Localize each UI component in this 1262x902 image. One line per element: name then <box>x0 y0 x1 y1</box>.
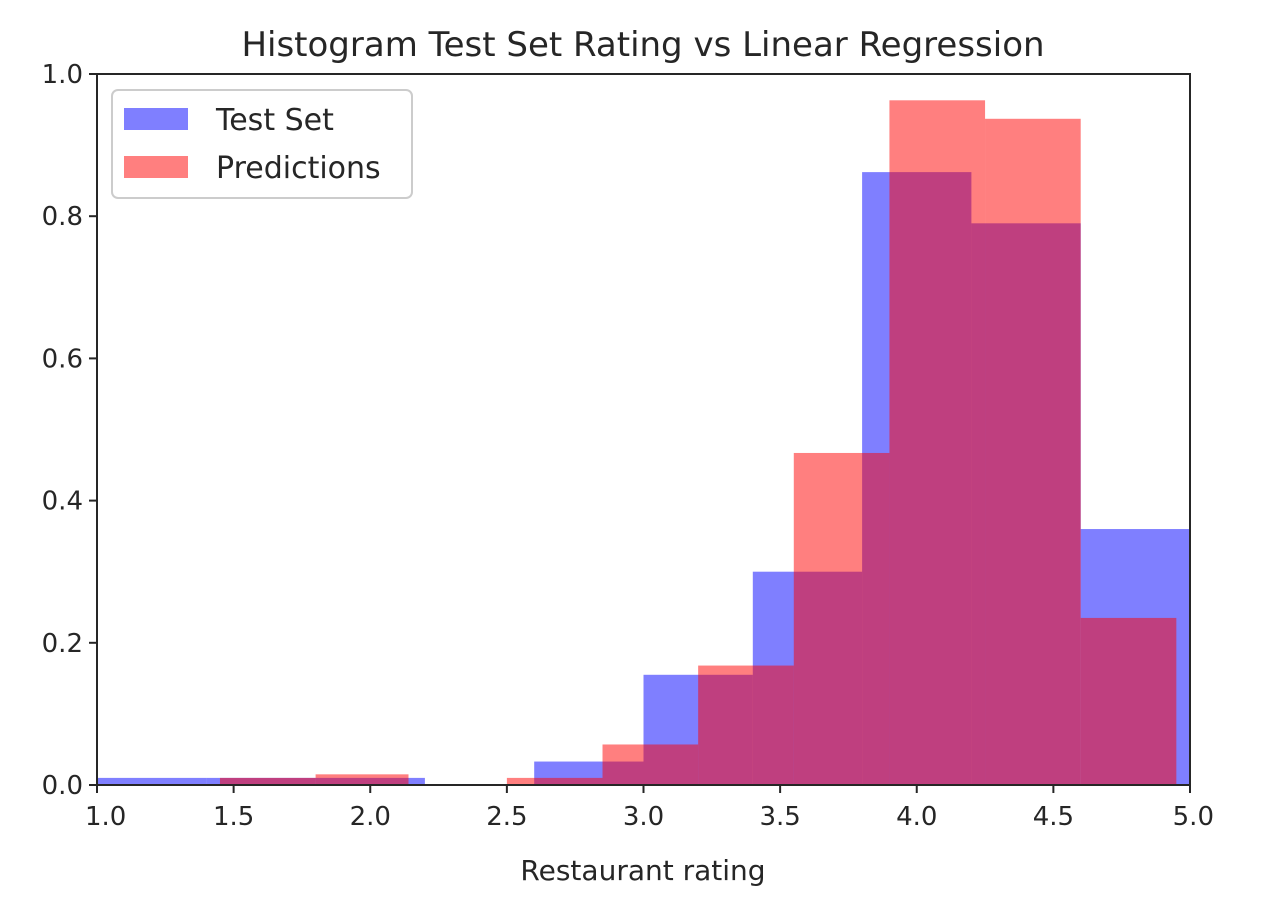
bar-predictions-6 <box>698 665 794 785</box>
y-tick-label-1: 0.2 <box>42 629 83 659</box>
y-tick-label-0: 0.0 <box>42 771 83 801</box>
bar-predictions-8 <box>889 100 986 785</box>
bar-predictions-1 <box>219 777 316 785</box>
y-axis-ticks: 0.0 0.2 0.4 0.6 0.8 1.0 <box>42 60 97 801</box>
bar-test-set-0 <box>97 777 207 785</box>
legend-swatch-test-set <box>124 108 188 130</box>
bars-layer <box>97 100 1190 786</box>
x-tick-label-1: 1.5 <box>213 802 254 832</box>
bar-predictions-9 <box>985 118 1081 786</box>
x-tick-label-5: 3.5 <box>759 802 800 832</box>
y-tick-label-4: 0.8 <box>42 202 83 232</box>
legend-label-predictions: Predictions <box>216 151 381 186</box>
x-tick-label-0: 1.0 <box>85 802 126 832</box>
bar-predictions-2 <box>315 774 409 785</box>
bar-predictions-7 <box>793 452 890 785</box>
legend: Test Set Predictions <box>111 89 413 199</box>
x-tick-label-3: 2.5 <box>486 802 527 832</box>
y-tick-label-3: 0.6 <box>42 344 83 374</box>
bar-predictions-4 <box>506 777 603 785</box>
legend-swatch-predictions <box>124 156 188 178</box>
y-tick-label-5: 1.0 <box>42 60 83 90</box>
bar-predictions-5 <box>602 744 699 785</box>
chart-title: Histogram Test Set Rating vs Linear Regr… <box>241 25 1044 65</box>
x-axis-label: Restaurant rating <box>520 854 765 887</box>
x-axis-ticks: 1.0 1.5 2.0 2.5 3.0 3.5 4.0 4.5 5.0 <box>85 785 1214 832</box>
x-tick-label-2: 2.0 <box>350 802 391 832</box>
y-tick-label-2: 0.4 <box>42 487 83 517</box>
x-tick-label-7: 4.5 <box>1033 802 1074 832</box>
x-tick-label-4: 3.0 <box>623 802 664 832</box>
legend-label-test-set: Test Set <box>215 103 334 138</box>
x-tick-label-8: 5.0 <box>1173 802 1214 832</box>
x-tick-label-6: 4.0 <box>896 802 937 832</box>
bar-predictions-10 <box>1080 617 1177 785</box>
